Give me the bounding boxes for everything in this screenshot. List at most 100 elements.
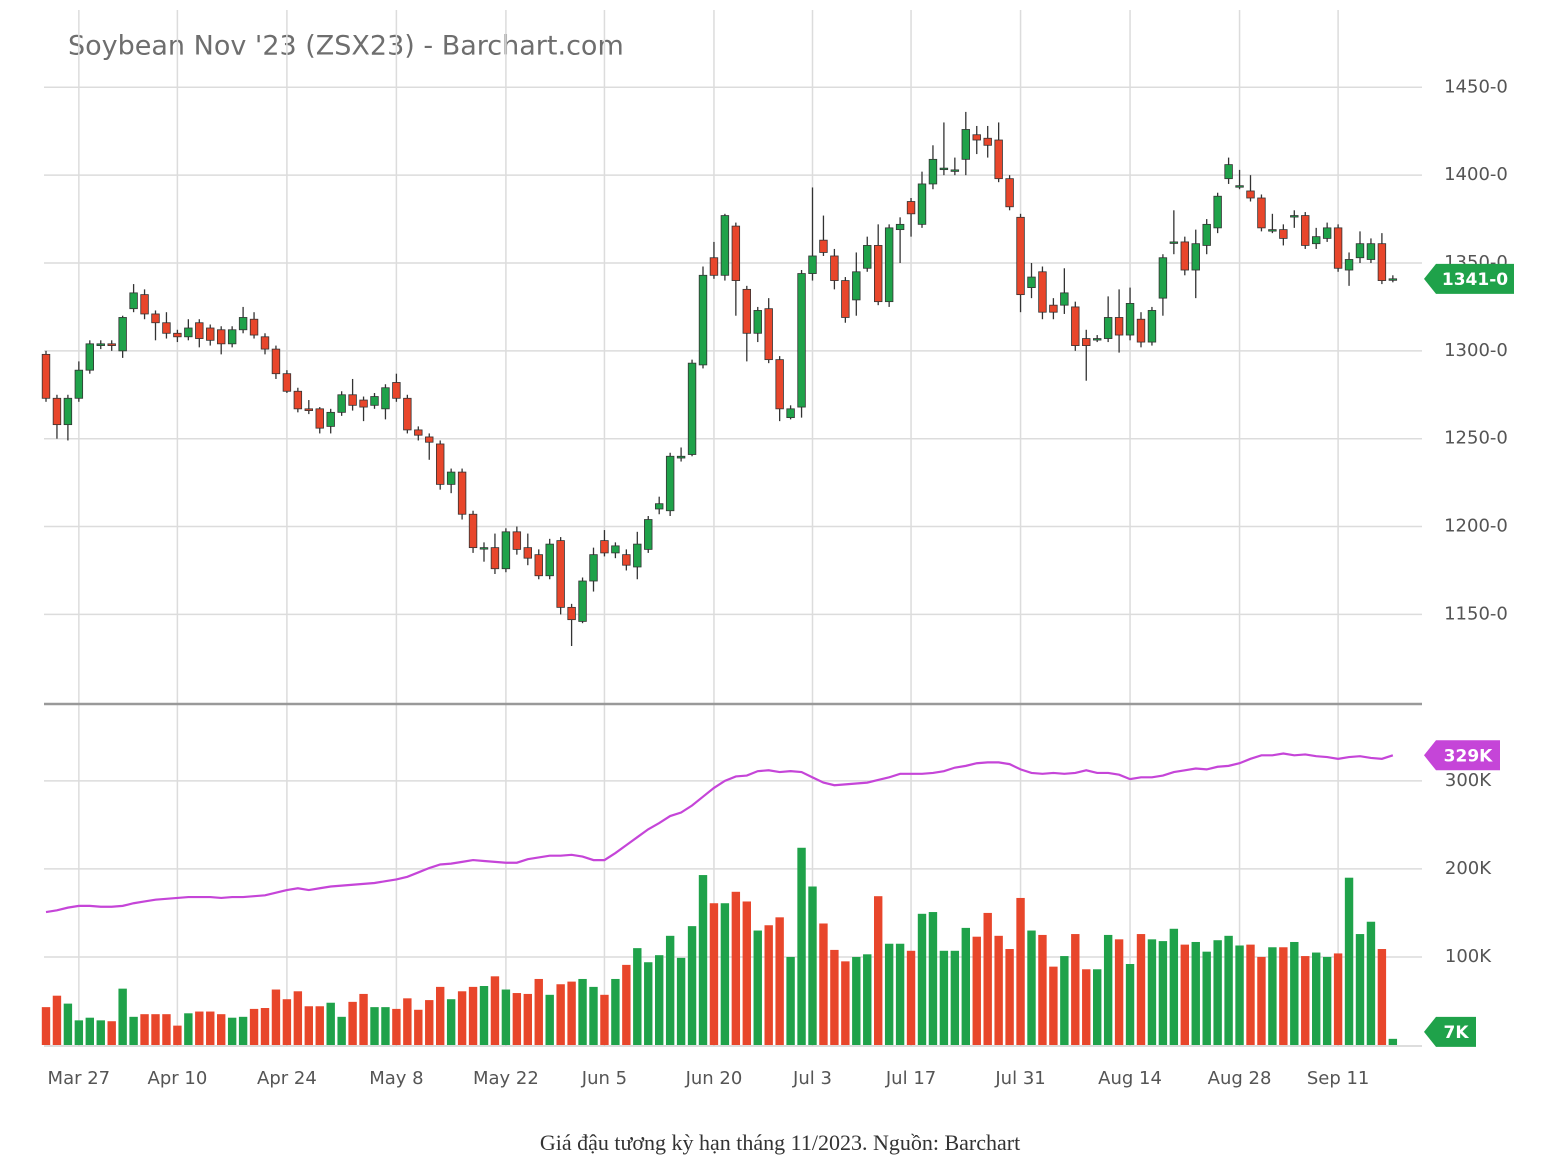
volume-bar <box>655 955 664 1045</box>
candle-body <box>184 327 193 338</box>
candle-body <box>457 471 467 515</box>
y-tick-label: 1150-0 <box>1444 603 1508 624</box>
candle-body <box>884 227 894 303</box>
volume-bar <box>293 991 303 1045</box>
candle-body <box>74 369 84 399</box>
volume-bar <box>709 903 719 1045</box>
volume-bar <box>1103 934 1113 1045</box>
volume-bar <box>1093 969 1102 1045</box>
candle-body <box>1093 338 1102 341</box>
candle-body <box>129 292 138 310</box>
volume-bar <box>1071 934 1080 1045</box>
volume-bar <box>457 991 467 1045</box>
candle-body <box>644 519 653 550</box>
candle-body <box>852 271 861 301</box>
candle-body <box>600 540 609 554</box>
volume-bar <box>348 1001 357 1045</box>
candle-body <box>786 408 795 419</box>
value-tag <box>1424 263 1514 294</box>
x-tick-label: May 22 <box>473 1068 539 1089</box>
volume-bar <box>107 1021 116 1045</box>
candle-body <box>545 543 554 577</box>
candle-body <box>1147 310 1157 343</box>
x-tick-label: Aug 14 <box>1098 1068 1162 1089</box>
volume-bar <box>567 981 576 1045</box>
volume-bar <box>479 986 489 1045</box>
volume-bar <box>381 1007 390 1045</box>
volume-bar <box>1136 934 1146 1045</box>
volume-bar <box>950 950 960 1045</box>
volume-bar <box>1114 939 1124 1045</box>
candle-body <box>348 394 357 406</box>
candle-body <box>1301 215 1310 246</box>
candle-body <box>501 531 511 570</box>
candle-body <box>523 547 532 559</box>
candle-body <box>1169 241 1179 244</box>
volume-bar <box>731 891 741 1045</box>
candle-body <box>1257 197 1266 229</box>
candle-body <box>1322 227 1332 239</box>
volume-bar <box>1290 941 1299 1045</box>
open-interest-line <box>45 752 1394 914</box>
candle-body <box>874 245 883 303</box>
candle-body <box>797 273 806 408</box>
volume-bar <box>1268 947 1277 1045</box>
candle-body <box>326 411 335 427</box>
volume-bar <box>304 1006 313 1045</box>
candle-body <box>1038 271 1047 313</box>
volume-bar <box>1301 956 1310 1045</box>
value-tag-label: 329K <box>1444 746 1493 766</box>
candle-body <box>1180 241 1189 271</box>
candle-body <box>698 274 708 366</box>
x-tick-label: Jul 3 <box>792 1068 832 1089</box>
volume-bar <box>906 950 916 1045</box>
volume-bar <box>271 989 281 1045</box>
candle-body <box>1366 243 1376 260</box>
candle-body <box>249 318 259 336</box>
volume-bar <box>41 1007 51 1045</box>
candle-body <box>961 129 970 160</box>
candle-body <box>1016 216 1025 296</box>
volume-bar <box>151 1014 160 1045</box>
volume-bar <box>1224 935 1233 1045</box>
candle-body <box>446 471 456 485</box>
volume-bar <box>370 1007 379 1045</box>
candle-body <box>293 390 303 410</box>
volume-bar <box>1027 930 1036 1045</box>
candle-body <box>556 540 565 608</box>
caption: Giá đậu tương kỳ hạn tháng 11/2023. Nguồ… <box>540 1130 1020 1155</box>
volume-bar <box>1082 969 1091 1045</box>
candle-body <box>841 280 850 318</box>
volume-bar <box>315 1006 324 1045</box>
volume-bar <box>403 998 412 1045</box>
volume-bar <box>1147 939 1157 1045</box>
candle-body <box>414 429 423 436</box>
candle-body <box>52 397 62 426</box>
candle-body <box>709 257 719 276</box>
candle-body <box>425 436 434 443</box>
volume-bar <box>512 993 522 1045</box>
volume-bar <box>1125 963 1135 1045</box>
candle-body <box>906 201 916 215</box>
volume-bar <box>490 976 500 1045</box>
volume-bar <box>1202 951 1211 1045</box>
volume-bar <box>1060 956 1069 1045</box>
volume-bar <box>622 964 631 1045</box>
volume-bar <box>96 1020 105 1045</box>
volume-bar <box>852 956 861 1045</box>
candle-body <box>403 397 412 431</box>
candle-body <box>753 310 762 334</box>
volume-bar <box>162 1014 171 1045</box>
volume-bar <box>1344 877 1354 1045</box>
candle-body <box>742 288 751 334</box>
candle-body <box>622 554 631 566</box>
candle-body <box>490 547 500 570</box>
volume-bar <box>206 1011 215 1045</box>
candle-body <box>1005 178 1014 208</box>
candle-body <box>830 255 839 281</box>
value-tag <box>1424 1016 1476 1047</box>
volume-bar <box>819 923 828 1045</box>
candle-body <box>863 245 872 269</box>
volume-bar <box>1257 956 1266 1045</box>
